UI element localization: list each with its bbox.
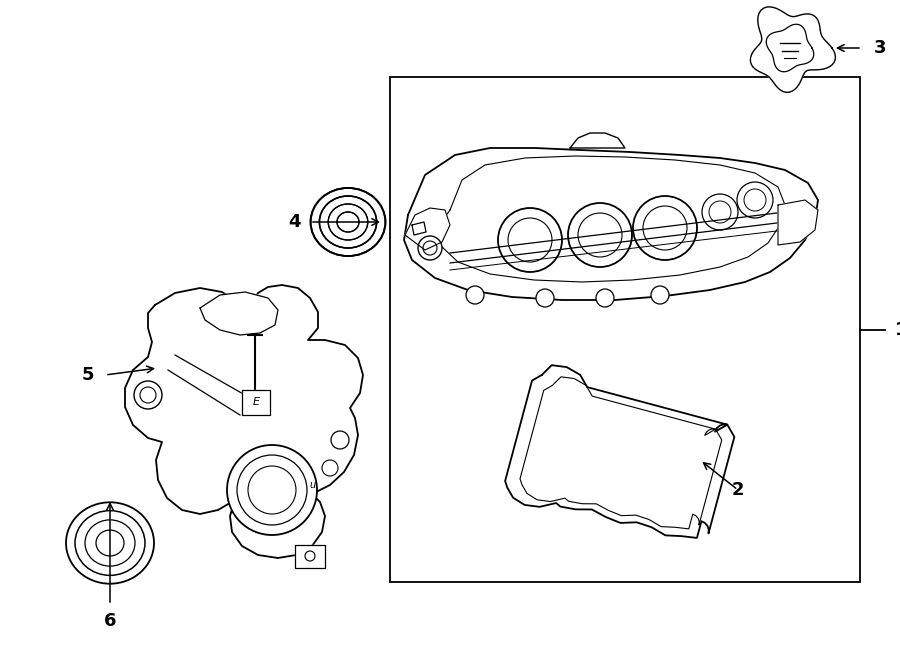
Circle shape bbox=[633, 196, 697, 260]
Text: 5: 5 bbox=[82, 366, 94, 384]
Text: 6: 6 bbox=[104, 612, 116, 630]
Text: E: E bbox=[253, 397, 259, 407]
Polygon shape bbox=[570, 133, 625, 148]
Ellipse shape bbox=[66, 503, 154, 583]
Circle shape bbox=[651, 286, 669, 304]
Polygon shape bbox=[766, 24, 814, 72]
Polygon shape bbox=[295, 545, 325, 568]
Circle shape bbox=[227, 445, 317, 535]
Circle shape bbox=[418, 236, 442, 260]
Polygon shape bbox=[404, 148, 818, 300]
Polygon shape bbox=[242, 390, 270, 415]
Text: u: u bbox=[309, 480, 315, 490]
Polygon shape bbox=[412, 222, 426, 235]
Text: 1: 1 bbox=[895, 321, 900, 339]
Circle shape bbox=[568, 203, 632, 267]
Polygon shape bbox=[751, 7, 835, 93]
Circle shape bbox=[737, 182, 773, 218]
Circle shape bbox=[134, 381, 162, 409]
Circle shape bbox=[466, 286, 484, 304]
Circle shape bbox=[596, 289, 614, 307]
Polygon shape bbox=[200, 292, 278, 335]
Polygon shape bbox=[778, 200, 818, 245]
Circle shape bbox=[536, 289, 554, 307]
Polygon shape bbox=[505, 365, 734, 538]
Bar bbox=[390, 77, 860, 582]
Text: 3: 3 bbox=[874, 39, 886, 57]
Polygon shape bbox=[125, 285, 363, 558]
Polygon shape bbox=[405, 208, 450, 250]
Circle shape bbox=[702, 194, 738, 230]
Text: 2: 2 bbox=[732, 481, 744, 499]
Text: 4: 4 bbox=[288, 213, 301, 231]
Circle shape bbox=[498, 208, 562, 272]
Ellipse shape bbox=[310, 188, 385, 256]
